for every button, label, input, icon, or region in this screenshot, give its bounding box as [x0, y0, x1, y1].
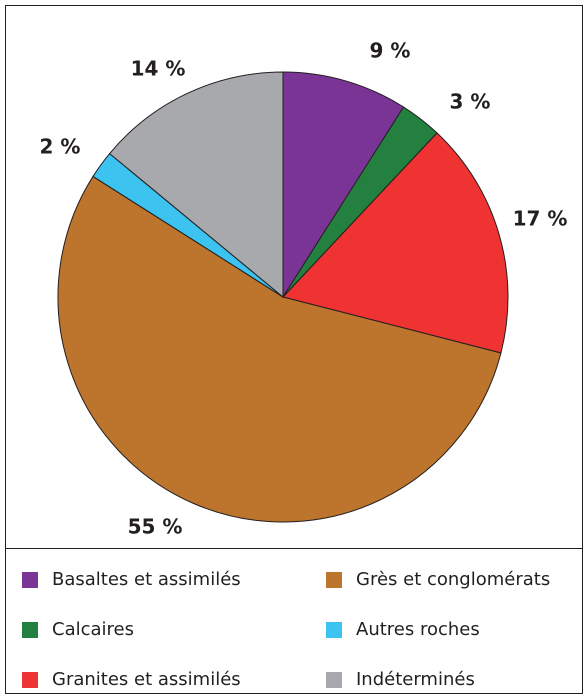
- legend-swatch: [22, 622, 38, 638]
- slice-label: 14 %: [131, 57, 186, 81]
- frame: [5, 5, 583, 694]
- slice-label: 2 %: [40, 135, 81, 159]
- legend-label: Autres roches: [356, 619, 480, 640]
- slice-label: 17 %: [513, 207, 568, 231]
- pie-slice: [108, 71, 284, 299]
- legend-label: Grès et conglomérats: [356, 569, 550, 590]
- legend-label: Indéterminés: [356, 669, 475, 690]
- legend-swatch: [326, 672, 342, 688]
- legend-label: Calcaires: [52, 619, 134, 640]
- pie-slice: [282, 71, 405, 299]
- pie-slice: [282, 132, 509, 354]
- legend-swatch: [326, 622, 342, 638]
- slice-label: 3 %: [450, 90, 491, 114]
- legend-swatch: [326, 572, 342, 588]
- legend-swatch: [22, 572, 38, 588]
- legend-swatch: [22, 672, 38, 688]
- legend-label: Basaltes et assimilés: [52, 569, 241, 590]
- legend-label: Granites et assimilés: [52, 669, 241, 690]
- slice-label: 9 %: [370, 39, 411, 63]
- slice-label: 55 %: [128, 515, 183, 539]
- pie-slice: [57, 175, 502, 523]
